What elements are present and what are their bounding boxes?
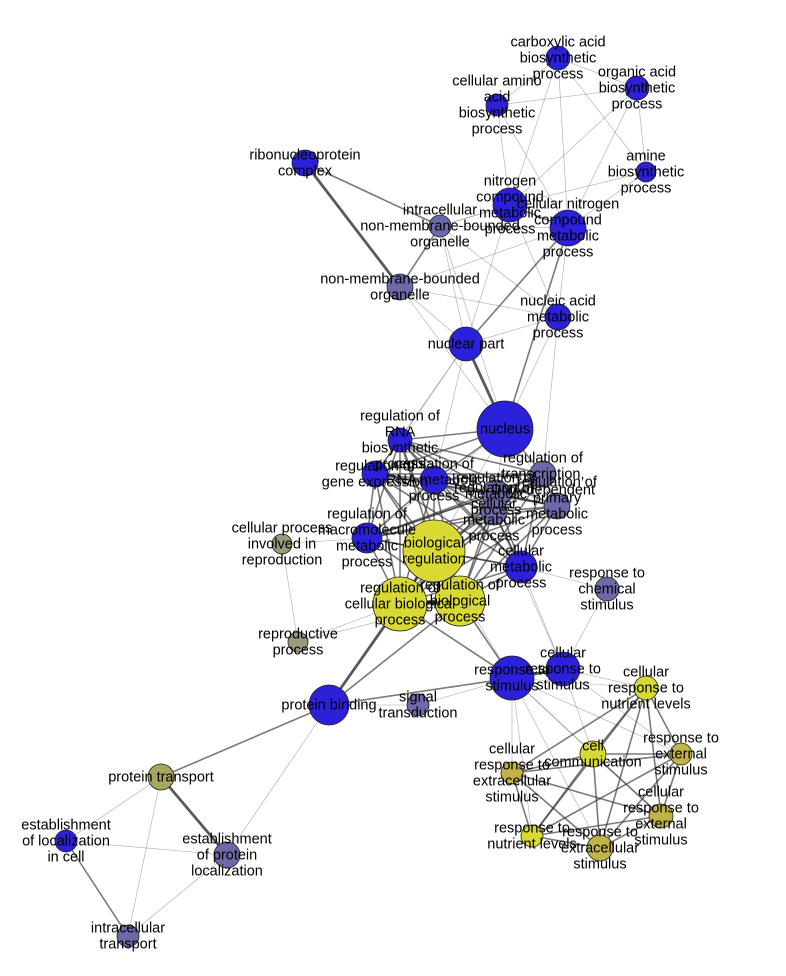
svg-text:response to: response to: [562, 825, 638, 841]
svg-text:organelle: organelle: [370, 288, 430, 304]
svg-text:cellular process: cellular process: [232, 521, 333, 537]
svg-text:stimulus: stimulus: [580, 598, 633, 614]
svg-text:cellular amino: cellular amino: [452, 74, 541, 90]
svg-text:involved in: involved in: [248, 537, 317, 553]
svg-text:stimulus: stimulus: [634, 833, 687, 849]
svg-text:response to: response to: [474, 758, 550, 774]
svg-text:response to: response to: [643, 731, 719, 747]
svg-text:stimulus: stimulus: [654, 763, 707, 779]
svg-text:macromolecule: macromolecule: [318, 523, 416, 539]
svg-text:cellular: cellular: [638, 785, 684, 801]
svg-text:non-membrane-bounded: non-membrane-bounded: [320, 272, 480, 288]
svg-text:acid: acid: [484, 90, 511, 106]
svg-text:RNA: RNA: [385, 425, 416, 441]
svg-text:nucleus: nucleus: [480, 422, 530, 438]
svg-text:nutrient levels: nutrient levels: [601, 697, 690, 713]
svg-text:extracellular: extracellular: [561, 841, 639, 857]
svg-text:cell: cell: [582, 739, 604, 755]
svg-text:biosynthetic: biosynthetic: [520, 51, 597, 67]
svg-text:regulation of: regulation of: [454, 481, 535, 497]
svg-text:ribonucleoprotein: ribonucleoprotein: [249, 148, 360, 164]
svg-text:regulation of: regulation of: [360, 409, 441, 425]
svg-text:intracellular: intracellular: [403, 203, 477, 219]
svg-text:amine: amine: [626, 149, 666, 165]
svg-text:process: process: [342, 555, 393, 571]
svg-text:compound: compound: [534, 213, 602, 229]
svg-text:cellular biological: cellular biological: [345, 597, 455, 613]
svg-text:biosynthetic: biosynthetic: [608, 165, 685, 181]
svg-text:cellular: cellular: [471, 497, 517, 513]
svg-text:metabolic: metabolic: [537, 229, 599, 245]
svg-text:response to: response to: [494, 821, 570, 837]
svg-text:of protein: of protein: [197, 848, 257, 864]
svg-text:cellular: cellular: [498, 544, 544, 560]
svg-text:protein transport: protein transport: [108, 770, 214, 786]
svg-text:process: process: [472, 122, 523, 138]
svg-text:biosynthetic: biosynthetic: [362, 441, 439, 457]
svg-text:metabolic: metabolic: [336, 539, 398, 555]
svg-text:external: external: [635, 817, 687, 833]
svg-text:chemical: chemical: [578, 582, 635, 598]
svg-text:nucleic acid: nucleic acid: [520, 294, 596, 310]
svg-text:stimulus: stimulus: [536, 678, 589, 694]
svg-text:cellular: cellular: [540, 646, 586, 662]
svg-text:metabolic: metabolic: [526, 507, 588, 523]
svg-text:transport: transport: [99, 937, 156, 953]
svg-text:process: process: [532, 523, 583, 539]
svg-text:stimulus: stimulus: [485, 790, 538, 806]
svg-text:organic acid: organic acid: [598, 65, 676, 81]
svg-text:cellular nitrogen: cellular nitrogen: [517, 197, 619, 213]
svg-text:primary: primary: [533, 491, 582, 507]
svg-text:process: process: [409, 489, 460, 505]
svg-text:process: process: [533, 326, 584, 342]
svg-text:process: process: [621, 181, 672, 197]
svg-text:regulation of: regulation of: [503, 451, 584, 467]
svg-text:biological: biological: [404, 536, 464, 552]
svg-text:intracellular: intracellular: [91, 921, 165, 937]
svg-text:response to: response to: [569, 566, 645, 582]
svg-text:regulation of: regulation of: [327, 507, 408, 523]
svg-text:process: process: [375, 613, 426, 629]
svg-text:response to: response to: [474, 663, 550, 679]
svg-text:response to: response to: [623, 801, 699, 817]
svg-text:protein binding: protein binding: [281, 698, 376, 714]
svg-text:organelle: organelle: [410, 235, 470, 251]
svg-text:non-membrane-bounded: non-membrane-bounded: [360, 219, 520, 235]
svg-text:process: process: [543, 245, 594, 261]
svg-text:complex: complex: [278, 164, 333, 180]
svg-text:biosynthetic: biosynthetic: [599, 81, 676, 97]
svg-text:establishment: establishment: [182, 832, 271, 848]
svg-text:regulation of: regulation of: [360, 581, 441, 597]
svg-text:biosynthetic: biosynthetic: [459, 106, 536, 122]
svg-text:cellular: cellular: [623, 665, 669, 681]
svg-text:communication: communication: [544, 755, 642, 771]
svg-text:process: process: [496, 576, 547, 592]
svg-text:transduction: transduction: [379, 706, 458, 722]
svg-text:external: external: [655, 747, 707, 763]
svg-text:regulation: regulation: [402, 552, 466, 568]
svg-text:cellular: cellular: [489, 742, 535, 758]
svg-text:extracellular: extracellular: [473, 774, 551, 790]
svg-text:in cell: in cell: [47, 850, 84, 866]
svg-text:stimulus: stimulus: [485, 679, 538, 695]
svg-text:establishment: establishment: [21, 818, 110, 834]
svg-text:nitrogen: nitrogen: [484, 174, 536, 190]
svg-text:reproductive: reproductive: [258, 627, 338, 643]
svg-text:stimulus: stimulus: [573, 857, 626, 873]
svg-text:metabolic: metabolic: [527, 310, 589, 326]
svg-text:response to: response to: [608, 681, 684, 697]
svg-text:nuclear part: nuclear part: [428, 337, 505, 353]
svg-text:reproduction: reproduction: [242, 553, 323, 569]
svg-text:process: process: [612, 97, 663, 113]
svg-text:metabolic: metabolic: [490, 560, 552, 576]
svg-text:carboxylic acid: carboxylic acid: [510, 35, 605, 51]
svg-text:signal: signal: [399, 690, 437, 706]
svg-text:process: process: [273, 643, 324, 659]
svg-text:metabolic: metabolic: [463, 513, 525, 529]
svg-text:process: process: [469, 529, 520, 545]
svg-text:of localization: of localization: [22, 834, 110, 850]
svg-text:localization: localization: [191, 864, 263, 880]
